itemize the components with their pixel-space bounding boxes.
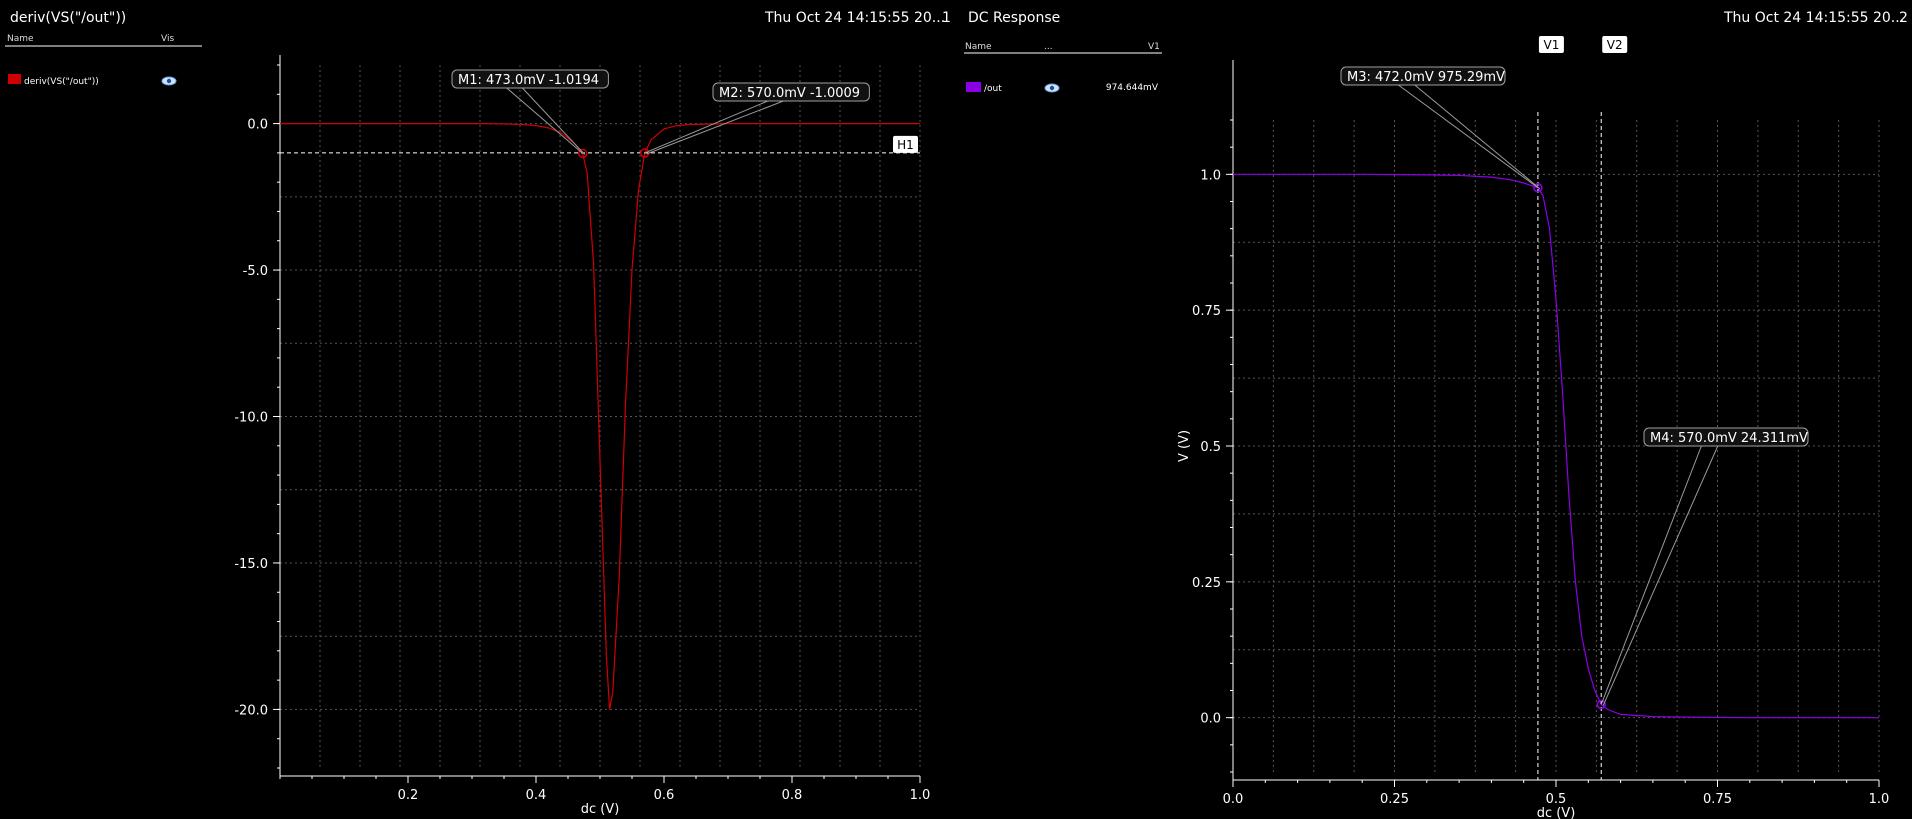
left-plot-area[interactable]: 0.0 -5.0 -10.0 -15.0 -20.0 0.2 0.4 0.6 0.8 1.0 dc … [234,55,930,817]
x-tick-label: 0.25 [1380,792,1409,807]
y-tick-label: -20.0 [234,703,268,718]
x-axis-label: dc (V) [581,802,620,817]
x-tick-label: 0.2 [398,788,419,803]
x-tick-label: 0.0 [1223,792,1244,807]
marker-point[interactable] [577,148,588,159]
y-tick-label: -5.0 [243,264,268,279]
marker-point[interactable] [1533,183,1543,193]
x-tick-label: 0.4 [526,788,547,803]
marker-label-2-text: M4: 570.0mV 24.311mV [1650,431,1808,446]
right-window-title: DC Response [968,10,1060,26]
right-legend-value: 974.644mV [1106,83,1159,93]
vline-marker-2[interactable]: V2 [1600,36,1628,780]
right-legend-header-v1: V1 [1148,42,1160,52]
right-timestamp: Thu Oct 24 14:15:55 20... [1723,10,1904,26]
left-legend-swatch[interactable] [8,74,21,84]
x-axis-label: dc (V) [1537,806,1576,819]
right-legend-swatch[interactable] [966,82,981,92]
x-tick-label: 0.8 [782,788,803,803]
vline-label: V2 [1607,38,1623,52]
right-legend-header-name: Name [965,42,992,52]
y-tick-label: -15.0 [234,557,268,572]
series-line[interactable] [280,123,920,710]
y-tick-label: 0.5 [1200,440,1221,455]
x-tick-label: 1.0 [910,788,931,803]
series-line[interactable] [1233,173,1879,719]
right-legend-entry[interactable]: /out [984,84,1002,94]
x-tick-label: 0.5 [1546,792,1567,807]
left-timestamp: Thu Oct 24 14:15:55 20... [764,10,945,26]
left-window-title: deriv(VS("/out")) [10,10,126,26]
x-tick-label: 0.6 [654,788,675,803]
hline-marker[interactable]: H1 [280,135,920,154]
y-tick-label: 0.25 [1192,576,1221,591]
marker-label-2-text: M2: 570.0mV -1.0009 [719,86,860,101]
y-axis-label: V (V) [1177,430,1192,462]
marker-label-2[interactable]: M4: 570.0mV 24.311mV [1600,427,1809,706]
marker-label-1[interactable]: M3: 472.0mV 975.29mV [1340,66,1541,190]
marker-label-1-text: M1: 473.0mV -1.0194 [458,73,599,88]
right-window-number: 2 [1899,10,1908,26]
y-tick-label: 1.0 [1200,168,1221,183]
left-legend-header-vis: Vis [161,34,174,44]
left-window-number: 1 [942,10,951,26]
marker-point[interactable] [1596,699,1606,710]
marker-label-1-text: M3: 472.0mV 975.29mV [1347,70,1505,85]
right-legend-header-dots: ... [1044,42,1053,52]
vline-marker-1[interactable]: V1 [1537,36,1564,780]
y-tick-label: 0.0 [1200,712,1221,727]
y-tick-label: 0.0 [247,118,268,133]
y-tick-label: 0.75 [1192,304,1221,319]
y-tick-label: -10.0 [234,411,268,426]
left-legend-entry[interactable]: deriv(VS("/out")) [24,77,99,87]
vline-label: V1 [1543,38,1559,52]
left-legend-header-name: Name [7,34,34,44]
hline-label: H1 [897,138,914,152]
eye-icon[interactable] [161,76,177,86]
marker-label-1[interactable]: M1: 473.0mV -1.0194 [451,69,609,155]
right-plot-area[interactable]: 0.0 0.25 0.5 0.75 1.0 0.0 0.25 0.5 0.75 1.0 dc (V)… [1177,36,1889,819]
eye-icon[interactable] [1044,83,1060,93]
x-tick-label: 0.75 [1703,792,1732,807]
marker-label-2[interactable]: M2: 570.0mV -1.0009 [644,82,870,155]
x-tick-label: 1.0 [1869,792,1890,807]
